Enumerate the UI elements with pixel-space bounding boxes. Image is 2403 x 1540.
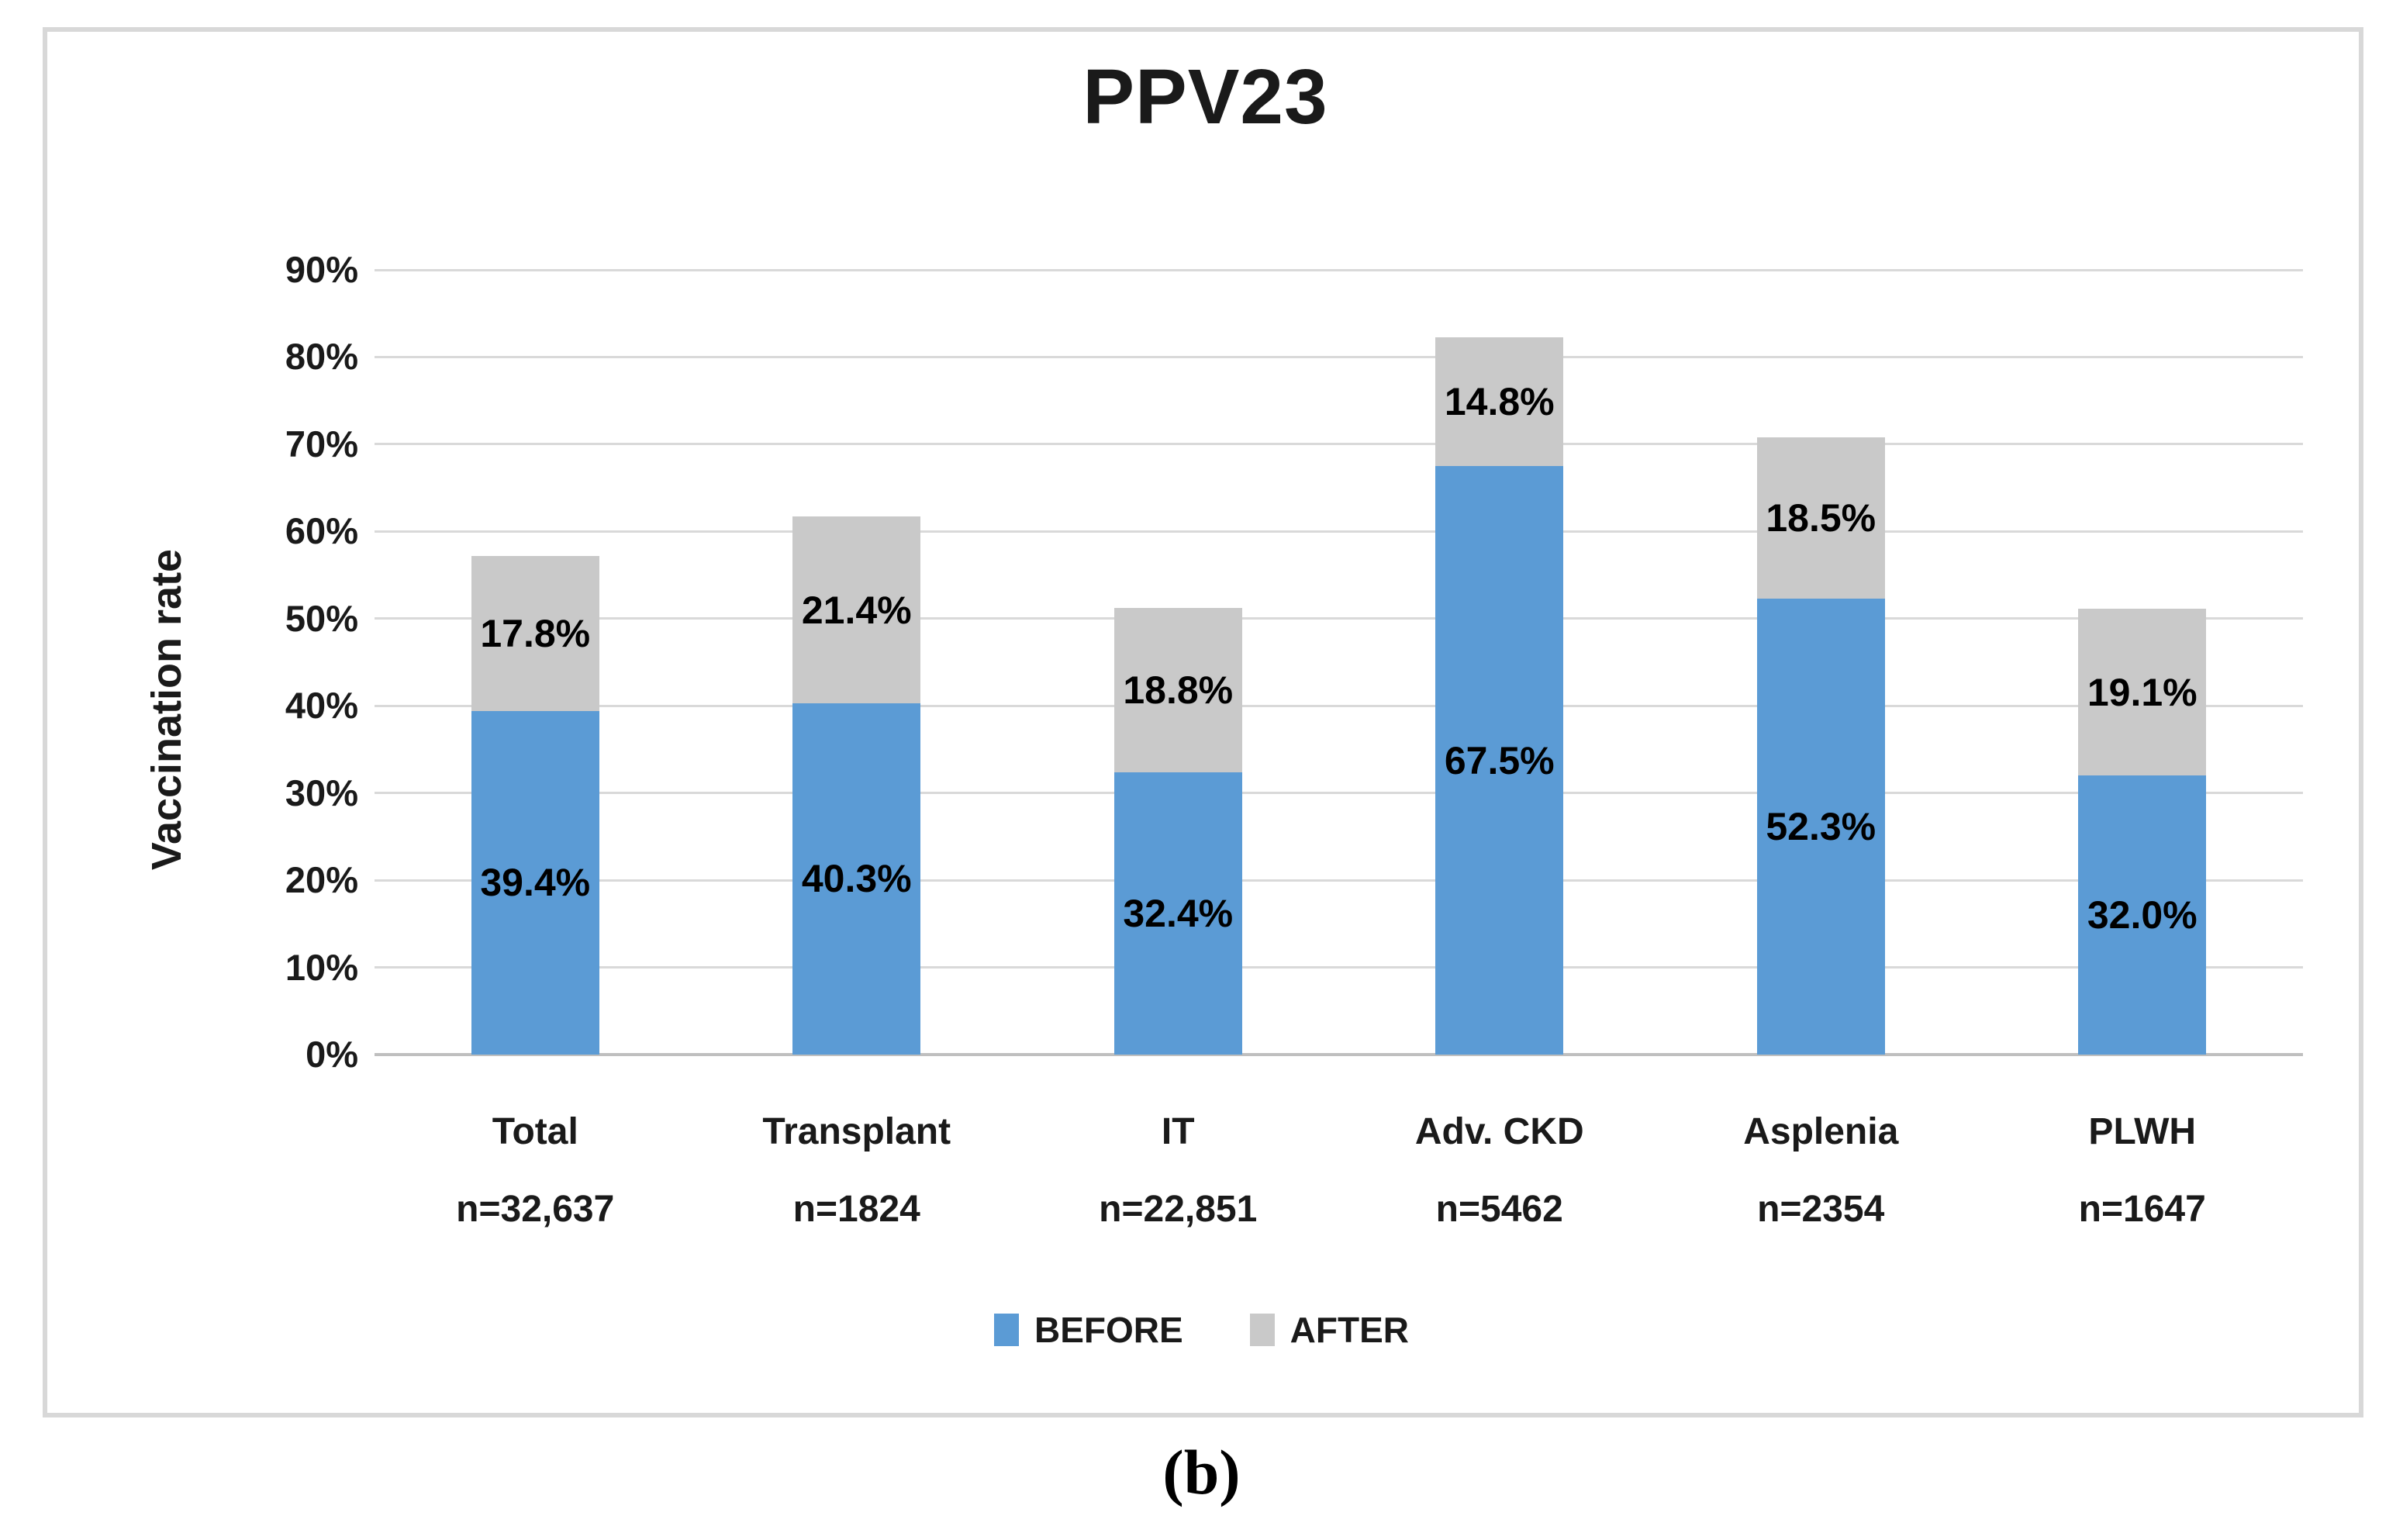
gridline	[375, 792, 2303, 795]
category-name: PLWH	[2088, 1111, 2197, 1152]
gridline	[375, 966, 2303, 969]
chart-title: PPV23	[1082, 54, 1328, 140]
gridline	[375, 530, 2303, 533]
category-name: Transplant	[762, 1111, 951, 1152]
x-axis-line	[375, 1053, 2303, 1056]
bar-segment-before	[1435, 466, 1564, 1055]
gridline	[375, 443, 2303, 446]
category-label: PLWH n=1647	[1980, 1107, 2305, 1234]
bar-segment-before	[1756, 598, 1885, 1055]
category-label: Transplant n=1824	[694, 1107, 1020, 1234]
gridline	[375, 355, 2303, 358]
y-tick-label: 10%	[285, 946, 358, 988]
data-label-before: 40.3%	[801, 857, 912, 901]
data-label-after: 19.1%	[2087, 670, 2198, 714]
category-label: IT n=22,851	[1015, 1107, 1341, 1234]
category-label: Total n=32,637	[372, 1107, 698, 1234]
y-tick-label: 50%	[285, 597, 358, 639]
bar-segment-before	[1113, 772, 1242, 1055]
legend-item-before: BEFORE	[993, 1309, 1183, 1351]
legend: BEFORE AFTER	[0, 1309, 2403, 1351]
bar-segment-after	[792, 516, 921, 703]
category-name: Total	[492, 1111, 578, 1152]
data-label-after: 17.8%	[480, 611, 591, 655]
y-tick-label: 70%	[285, 423, 358, 464]
figure-caption: (b)	[1162, 1437, 1241, 1507]
data-label-before: 67.5%	[1444, 738, 1555, 782]
category-label: Asplenia n=2354	[1658, 1107, 1984, 1234]
gridline	[375, 879, 2303, 882]
category-name: IT	[1161, 1111, 1195, 1152]
category-name: Asplenia	[1743, 1111, 1899, 1152]
data-label-before: 52.3%	[1766, 804, 1876, 848]
bar-segment-after	[1435, 337, 1564, 466]
gridline	[375, 268, 2303, 271]
y-tick-label: 80%	[285, 336, 358, 378]
legend-item-after: AFTER	[1249, 1309, 1409, 1351]
data-label-before: 39.4%	[480, 861, 591, 905]
y-tick-label: 40%	[285, 685, 358, 727]
y-tick-label: 20%	[285, 859, 358, 901]
data-label-after: 18.5%	[1766, 495, 1876, 540]
category-sublabel: n=32,637	[456, 1189, 615, 1230]
bar-segment-before	[792, 703, 921, 1055]
legend-label-after: AFTER	[1290, 1310, 1409, 1350]
y-tick-label: 90%	[285, 249, 358, 290]
data-label-after: 21.4%	[801, 588, 912, 632]
category-label: Adv. CKD n=5462	[1337, 1107, 1662, 1234]
category-sublabel: n=22,851	[1099, 1189, 1258, 1230]
category-sublabel: n=5462	[1435, 1189, 1563, 1230]
y-tick-label: 0%	[306, 1034, 358, 1075]
data-label-before: 32.4%	[1123, 891, 1234, 935]
bar-segment-after	[471, 555, 599, 711]
legend-marker-before	[993, 1314, 1019, 1346]
y-tick-label: 30%	[285, 772, 358, 813]
category-sublabel: n=2354	[1757, 1189, 1885, 1230]
data-label-after: 18.8%	[1123, 668, 1234, 712]
gridline	[375, 704, 2303, 707]
category-name: Adv. CKD	[1414, 1111, 1584, 1152]
data-label-before: 32.0%	[2087, 893, 2198, 937]
category-sublabel: n=1647	[2078, 1189, 2206, 1230]
bar-segment-before	[2078, 775, 2207, 1055]
bar-segment-after	[2078, 609, 2207, 776]
bar-segment-before	[471, 710, 599, 1055]
legend-label-before: BEFORE	[1034, 1310, 1183, 1350]
legend-marker-after	[1249, 1314, 1275, 1346]
gridline	[375, 617, 2303, 620]
category-sublabel: n=1824	[792, 1189, 920, 1230]
y-tick-label: 60%	[285, 510, 358, 552]
bar-segment-after	[1113, 608, 1242, 772]
bar-segment-after	[1756, 437, 1885, 599]
data-label-after: 14.8%	[1444, 379, 1555, 423]
